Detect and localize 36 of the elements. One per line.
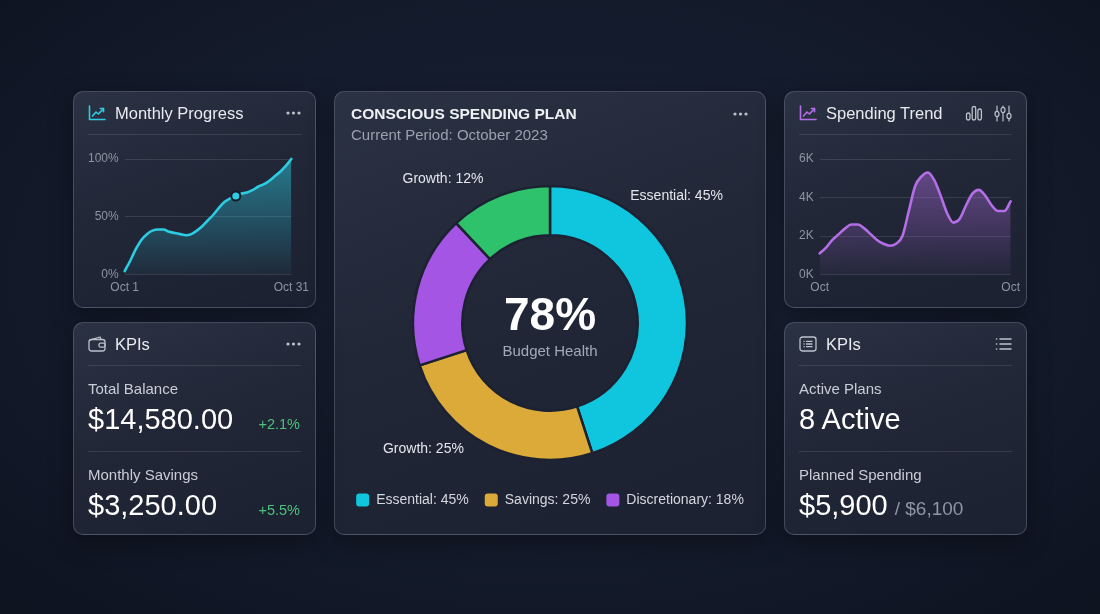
y-tick-label: 0K	[798, 266, 814, 281]
text: Active Plans	[799, 380, 882, 398]
text: +2.1%	[258, 416, 300, 432]
x-tick-label: Oct 1	[110, 280, 140, 295]
chart-title: Spending Trend	[826, 103, 943, 123]
chart-title: Monthly Progress	[115, 103, 244, 123]
x-tick-label: Oct 31	[273, 280, 310, 295]
text: $14,580.00	[88, 402, 234, 436]
data-label: Essential: 45%	[630, 187, 723, 204]
text: KPIs	[826, 334, 861, 354]
text: Budget Health	[502, 342, 598, 360]
y-tick-label: 100%	[87, 151, 120, 166]
y-tick-label: 6K	[798, 151, 814, 166]
chart-subtitle: Current Period: October 2023	[351, 125, 549, 144]
text: Planned Spending	[799, 466, 922, 484]
y-tick-label: 4K	[798, 189, 814, 204]
y-tick-label: 50%	[94, 209, 120, 224]
text: 78%	[503, 287, 597, 340]
legend-label: Discretionary: 18%	[626, 490, 744, 507]
text: $3,250.00	[88, 488, 218, 522]
text: 8 Active	[799, 402, 901, 436]
legend-label: Savings: 25%	[504, 490, 591, 507]
text: Monthly Savings	[88, 466, 199, 484]
legend-label: Essential: 45%	[376, 490, 469, 507]
y-tick-label: 2K	[798, 228, 814, 243]
text: Total Balance	[88, 380, 179, 398]
text: KPIs	[115, 334, 150, 354]
chart-title: CONSCIOUS SPENDING PLAN	[351, 104, 578, 123]
data-label: Growth: 25%	[382, 440, 464, 457]
x-tick-label: Oct	[810, 280, 830, 295]
text: $5,900	[799, 488, 888, 522]
y-tick-label: 0%	[101, 266, 120, 281]
text: +5.5%	[258, 502, 300, 518]
text: / $6,100	[894, 498, 964, 520]
data-label: Growth: 12%	[402, 170, 484, 187]
x-tick-label: Oct	[1001, 280, 1021, 295]
